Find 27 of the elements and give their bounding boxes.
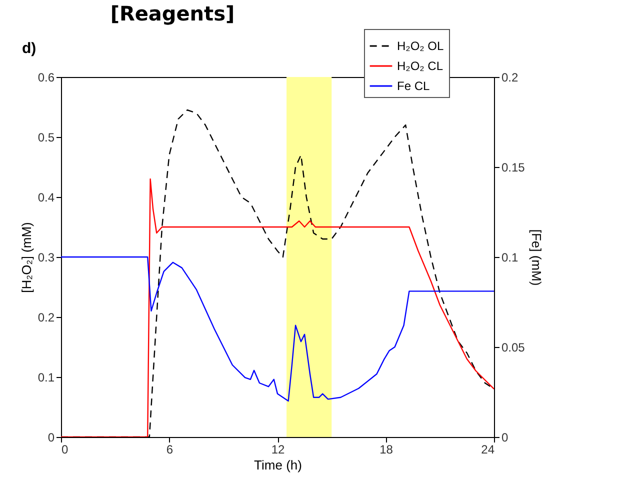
x-tick-label: 0 xyxy=(62,442,68,456)
x-axis-title: Time (h) xyxy=(254,458,302,472)
y-tick-label: 0 xyxy=(48,430,55,444)
x-tick-label: 24 xyxy=(481,442,495,456)
y-tick-label: 0.2 xyxy=(38,310,55,324)
text: d) xyxy=(22,40,36,57)
y2-tick-label: 0 xyxy=(502,430,508,444)
y-tick-label: 0.6 xyxy=(38,70,55,84)
y-tick-label: 0.1 xyxy=(38,370,55,384)
x-tick-label: 12 xyxy=(271,442,285,456)
y-tick-label: 0.5 xyxy=(38,130,55,144)
y-tick-label: 0.3 xyxy=(38,250,55,264)
y2-tick-label: 0.05 xyxy=(502,340,526,354)
legend-label: H₂O₂ OL xyxy=(397,39,444,53)
legend-label: Fe CL xyxy=(397,79,430,93)
legend-label: H₂O₂ CL xyxy=(397,59,444,73)
line-series xyxy=(61,178,494,437)
line-series xyxy=(61,256,494,402)
y-tick-label: 0.4 xyxy=(38,190,55,204)
y2-tick-label: 0.1 xyxy=(502,250,519,264)
y-axis-title: [H₂O₂] (mM) xyxy=(18,222,34,293)
y2-tick-label: 0.2 xyxy=(502,70,519,84)
y2-axis-title: [Fe] (mM) xyxy=(528,229,544,286)
x-tick-label: 18 xyxy=(380,442,394,456)
x-tick-label: 6 xyxy=(166,442,174,456)
chart-title: [Reagents] xyxy=(110,2,235,26)
y2-tick-label: 0.15 xyxy=(502,160,526,174)
